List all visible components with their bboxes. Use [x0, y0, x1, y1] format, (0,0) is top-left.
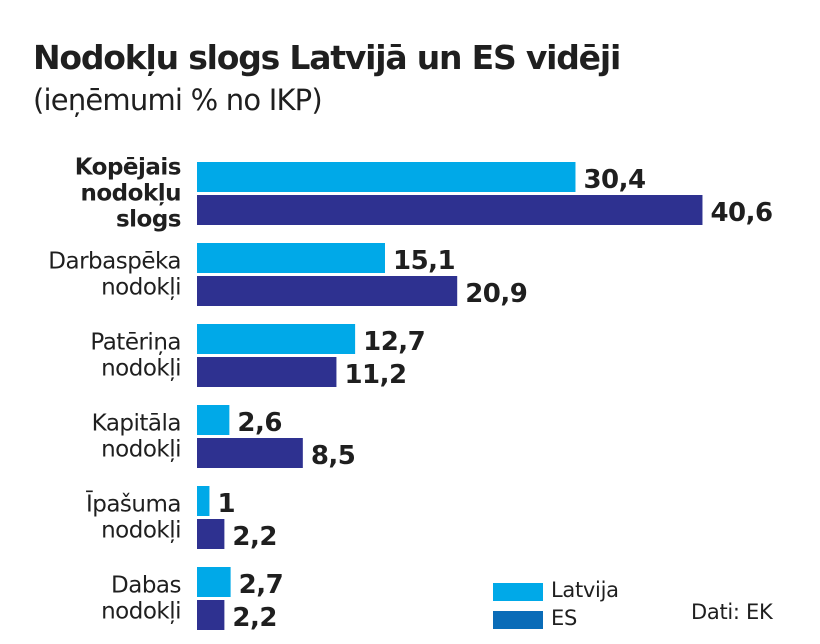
value-label-es: 20,9: [465, 279, 527, 309]
source-note: Dati: EK: [691, 600, 773, 624]
value-label-es: 40,6: [710, 198, 772, 228]
bar-group: Īpašuma nodokļi 12,2: [86, 486, 277, 552]
category-label-line: slogs: [116, 207, 181, 233]
value-label-latvija: 1: [217, 489, 235, 519]
category-label-line: nodokļi: [101, 599, 181, 625]
category-label-line: nodokļi: [101, 275, 181, 301]
category-label-line: Patēriņa: [90, 330, 181, 356]
value-label-latvija: 15,1: [393, 246, 455, 276]
category-label: Kapitāla nodokļi: [92, 411, 181, 463]
category-label: Kopējais nodokļu slogs: [75, 155, 181, 233]
value-label-latvija: 2,6: [237, 408, 282, 438]
category-label-line: Darbaspēka: [48, 249, 181, 275]
chart-subtitle: (ieņēmumi % no IKP): [33, 83, 323, 117]
category-label: Dabas nodokļi: [101, 573, 181, 625]
bar-latvija: [197, 405, 230, 435]
category-label: Darbaspēka nodokļi: [48, 249, 181, 301]
category-label-line: nodokļi: [101, 518, 181, 544]
bar-es: [197, 357, 337, 387]
chart-title: Nodokļu slogs Latvijā un ES vidēji: [33, 38, 621, 77]
bar-es: [197, 438, 303, 468]
category-label-line: Īpašuma: [86, 491, 181, 518]
bar-latvija: [197, 567, 231, 597]
legend-label-latvija: Latvija: [551, 578, 619, 602]
value-label-es: 2,2: [232, 603, 277, 633]
bar-latvija: [197, 324, 356, 354]
value-label-latvija: 2,7: [239, 570, 284, 600]
category-label-line: Dabas: [111, 573, 181, 599]
bar-es: [197, 195, 703, 225]
category-label-line: nodokļi: [101, 356, 181, 382]
category-label: Īpašuma nodokļi: [86, 491, 181, 544]
category-label-line: nodokļu: [81, 181, 182, 207]
legend-swatch-latvija: [493, 583, 543, 601]
value-label-latvija: 12,7: [363, 327, 425, 357]
legend-label-es: ES: [551, 606, 577, 630]
bar-group: Kapitāla nodokļi 2,6 8,5: [92, 405, 356, 471]
bar-group: Darbaspēka nodokļi 15,1 20,9: [48, 243, 528, 309]
bar-group: Kopējais nodokļu slogs 30,4 40,6: [75, 155, 773, 233]
value-label-latvija: 30,4: [583, 165, 645, 195]
bar-es: [197, 519, 225, 549]
bar-group: Patēriņa nodokļi 12,711,2: [90, 324, 426, 390]
bar-es: [197, 600, 225, 630]
bar-latvija: [197, 486, 210, 516]
legend-swatch-es: [493, 611, 543, 629]
bar-latvija: [197, 162, 576, 192]
value-label-es: 2,2: [232, 522, 277, 552]
value-label-es: 11,2: [344, 360, 406, 390]
category-label-line: Kapitāla: [92, 411, 181, 437]
value-label-es: 8,5: [311, 441, 356, 471]
category-label-line: Kopējais: [75, 155, 181, 181]
bar-group: Dabas nodokļi 2,72,2: [101, 567, 284, 633]
bar-es: [197, 276, 458, 306]
category-label: Patēriņa nodokļi: [90, 330, 181, 382]
category-label-line: nodokļi: [101, 437, 181, 463]
bar-latvija: [197, 243, 385, 273]
